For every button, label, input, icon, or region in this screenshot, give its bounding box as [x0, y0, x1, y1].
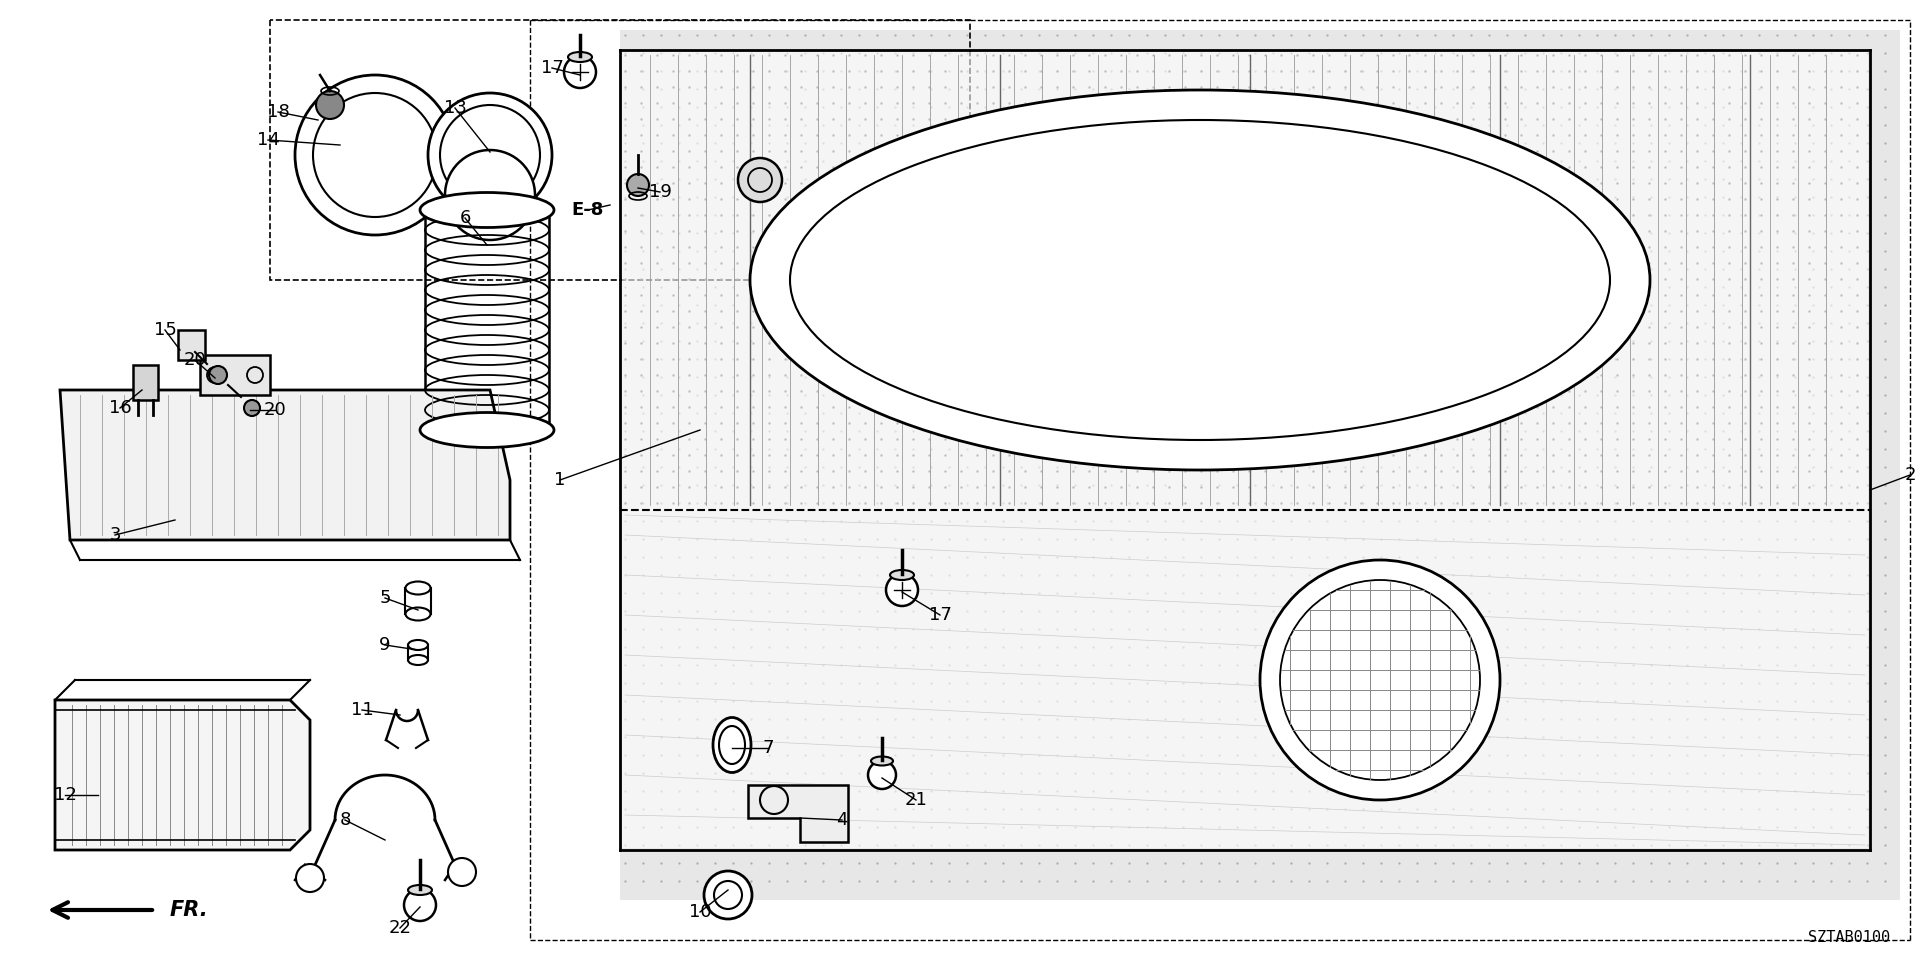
Text: 19: 19: [649, 183, 672, 201]
Text: 2: 2: [1905, 466, 1916, 484]
Text: 16: 16: [109, 399, 131, 417]
Text: 11: 11: [351, 701, 372, 719]
Text: 20: 20: [184, 351, 205, 369]
Circle shape: [317, 91, 344, 119]
Circle shape: [868, 761, 897, 789]
Ellipse shape: [872, 756, 893, 765]
Text: 15: 15: [154, 321, 177, 339]
Text: SZTAB0100: SZTAB0100: [1809, 930, 1889, 945]
Text: E-8: E-8: [572, 201, 605, 219]
Circle shape: [1260, 560, 1500, 800]
Circle shape: [296, 864, 324, 892]
Polygon shape: [620, 30, 1901, 900]
Text: 20: 20: [263, 401, 286, 419]
Ellipse shape: [407, 640, 428, 650]
Text: 6: 6: [459, 209, 470, 227]
Circle shape: [705, 871, 753, 919]
Polygon shape: [60, 390, 511, 540]
Text: 8: 8: [340, 811, 351, 829]
Polygon shape: [622, 52, 1868, 848]
Polygon shape: [132, 365, 157, 400]
Ellipse shape: [407, 655, 428, 665]
Ellipse shape: [407, 885, 432, 895]
Polygon shape: [179, 330, 205, 360]
Text: 9: 9: [380, 636, 392, 654]
Circle shape: [445, 150, 536, 240]
Circle shape: [209, 366, 227, 384]
Circle shape: [403, 889, 436, 921]
Ellipse shape: [568, 52, 591, 62]
Text: 5: 5: [380, 589, 392, 607]
Text: 1: 1: [555, 471, 566, 489]
Text: 12: 12: [54, 786, 77, 804]
Text: 14: 14: [257, 131, 280, 149]
Text: 3: 3: [109, 526, 121, 544]
Circle shape: [564, 56, 595, 88]
Circle shape: [628, 174, 649, 196]
Ellipse shape: [420, 413, 555, 447]
Ellipse shape: [405, 608, 430, 620]
Text: 13: 13: [444, 99, 467, 117]
Circle shape: [428, 93, 553, 217]
Text: 22: 22: [388, 919, 411, 937]
Ellipse shape: [751, 90, 1649, 470]
Circle shape: [296, 75, 455, 235]
Polygon shape: [200, 355, 271, 395]
Circle shape: [244, 400, 259, 416]
Polygon shape: [56, 700, 309, 850]
Text: 7: 7: [762, 739, 774, 757]
Text: FR.: FR.: [171, 900, 209, 920]
Ellipse shape: [712, 717, 751, 773]
Text: 10: 10: [689, 903, 710, 921]
Polygon shape: [749, 785, 849, 842]
Text: 17: 17: [929, 606, 952, 624]
Ellipse shape: [405, 582, 430, 594]
Circle shape: [447, 858, 476, 886]
Text: 4: 4: [837, 811, 849, 829]
Text: 21: 21: [904, 791, 927, 809]
Text: 18: 18: [267, 103, 290, 121]
Text: 17: 17: [541, 59, 563, 77]
Circle shape: [737, 158, 781, 202]
Ellipse shape: [420, 193, 555, 228]
Ellipse shape: [891, 570, 914, 580]
Circle shape: [885, 574, 918, 606]
